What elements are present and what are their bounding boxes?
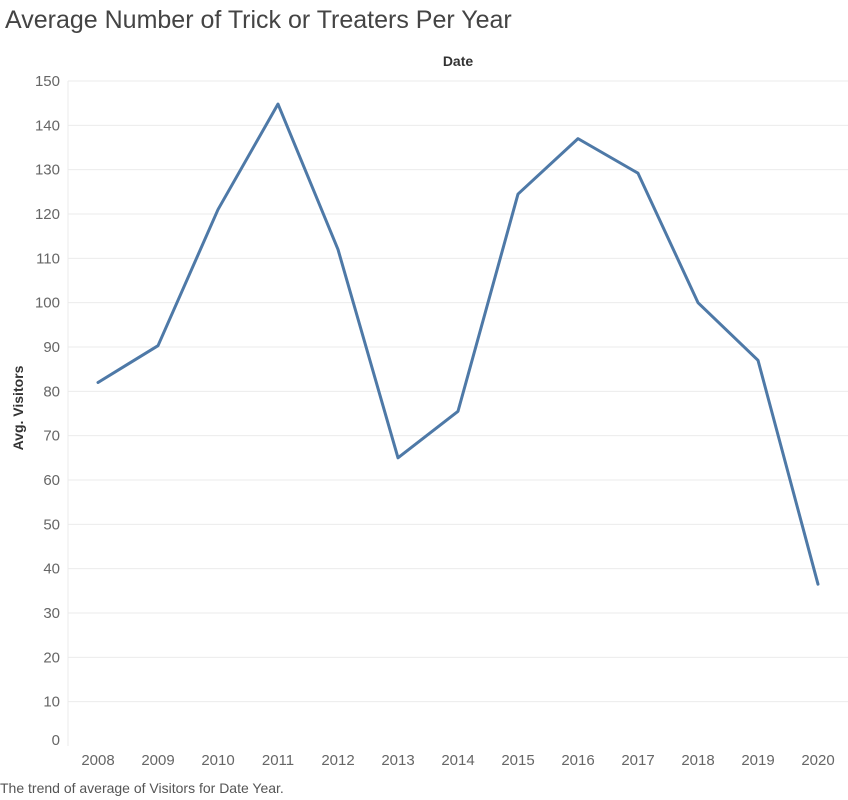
y-tick-label: 10	[43, 694, 60, 711]
x-tick-label: 2019	[741, 752, 774, 769]
y-axis-title: Avg. Visitors	[10, 365, 26, 450]
y-tick-label: 60	[43, 472, 60, 489]
line-chart: 0 10 20 30 40 50 60 70 80 90 100 110 120 130 140 150 20…	[10, 53, 848, 769]
x-tick-label: 2008	[81, 752, 114, 769]
x-tick-label: 2015	[501, 752, 534, 769]
x-axis-ticks: 2008 2009 2010 2011 2012 2013 2014 2015 2016 2017…	[81, 752, 834, 769]
chart-title: Average Number of Trick or Treaters Per …	[5, 6, 512, 34]
y-tick-label: 80	[43, 383, 60, 400]
y-tick-label: 110	[36, 250, 60, 267]
gridlines	[67, 80, 848, 746]
y-tick-label: 30	[43, 605, 60, 622]
y-tick-label: 90	[43, 339, 60, 356]
chart-caption: The trend of average of Visitors for Dat…	[0, 780, 284, 796]
y-tick-label: 150	[35, 73, 60, 90]
x-tick-label: 2011	[262, 752, 294, 769]
x-tick-label: 2020	[801, 752, 834, 769]
x-tick-label: 2013	[381, 752, 414, 769]
x-tick-label: 2017	[621, 752, 654, 769]
series-line	[96, 102, 820, 586]
y-tick-label: 100	[35, 295, 60, 312]
y-tick-label: 0	[52, 732, 60, 749]
y-tick-label: 140	[35, 117, 60, 134]
x-axis-title: Date	[443, 53, 474, 69]
y-tick-label: 20	[43, 649, 60, 666]
y-tick-label: 130	[35, 162, 60, 179]
y-tick-label: 50	[43, 516, 60, 533]
series-layer	[96, 102, 820, 586]
y-tick-label: 40	[43, 561, 60, 578]
x-tick-label: 2014	[441, 752, 474, 769]
y-tick-label: 70	[43, 428, 60, 445]
x-tick-label: 2016	[561, 752, 594, 769]
x-tick-label: 2010	[201, 752, 234, 769]
y-axis-ticks: 0 10 20 30 40 50 60 70 80 90 100 110 120 130 140 150	[35, 73, 60, 749]
x-tick-label: 2009	[141, 752, 174, 769]
y-tick-label: 120	[35, 206, 60, 223]
x-tick-label: 2012	[321, 752, 354, 769]
x-tick-label: 2018	[681, 752, 714, 769]
